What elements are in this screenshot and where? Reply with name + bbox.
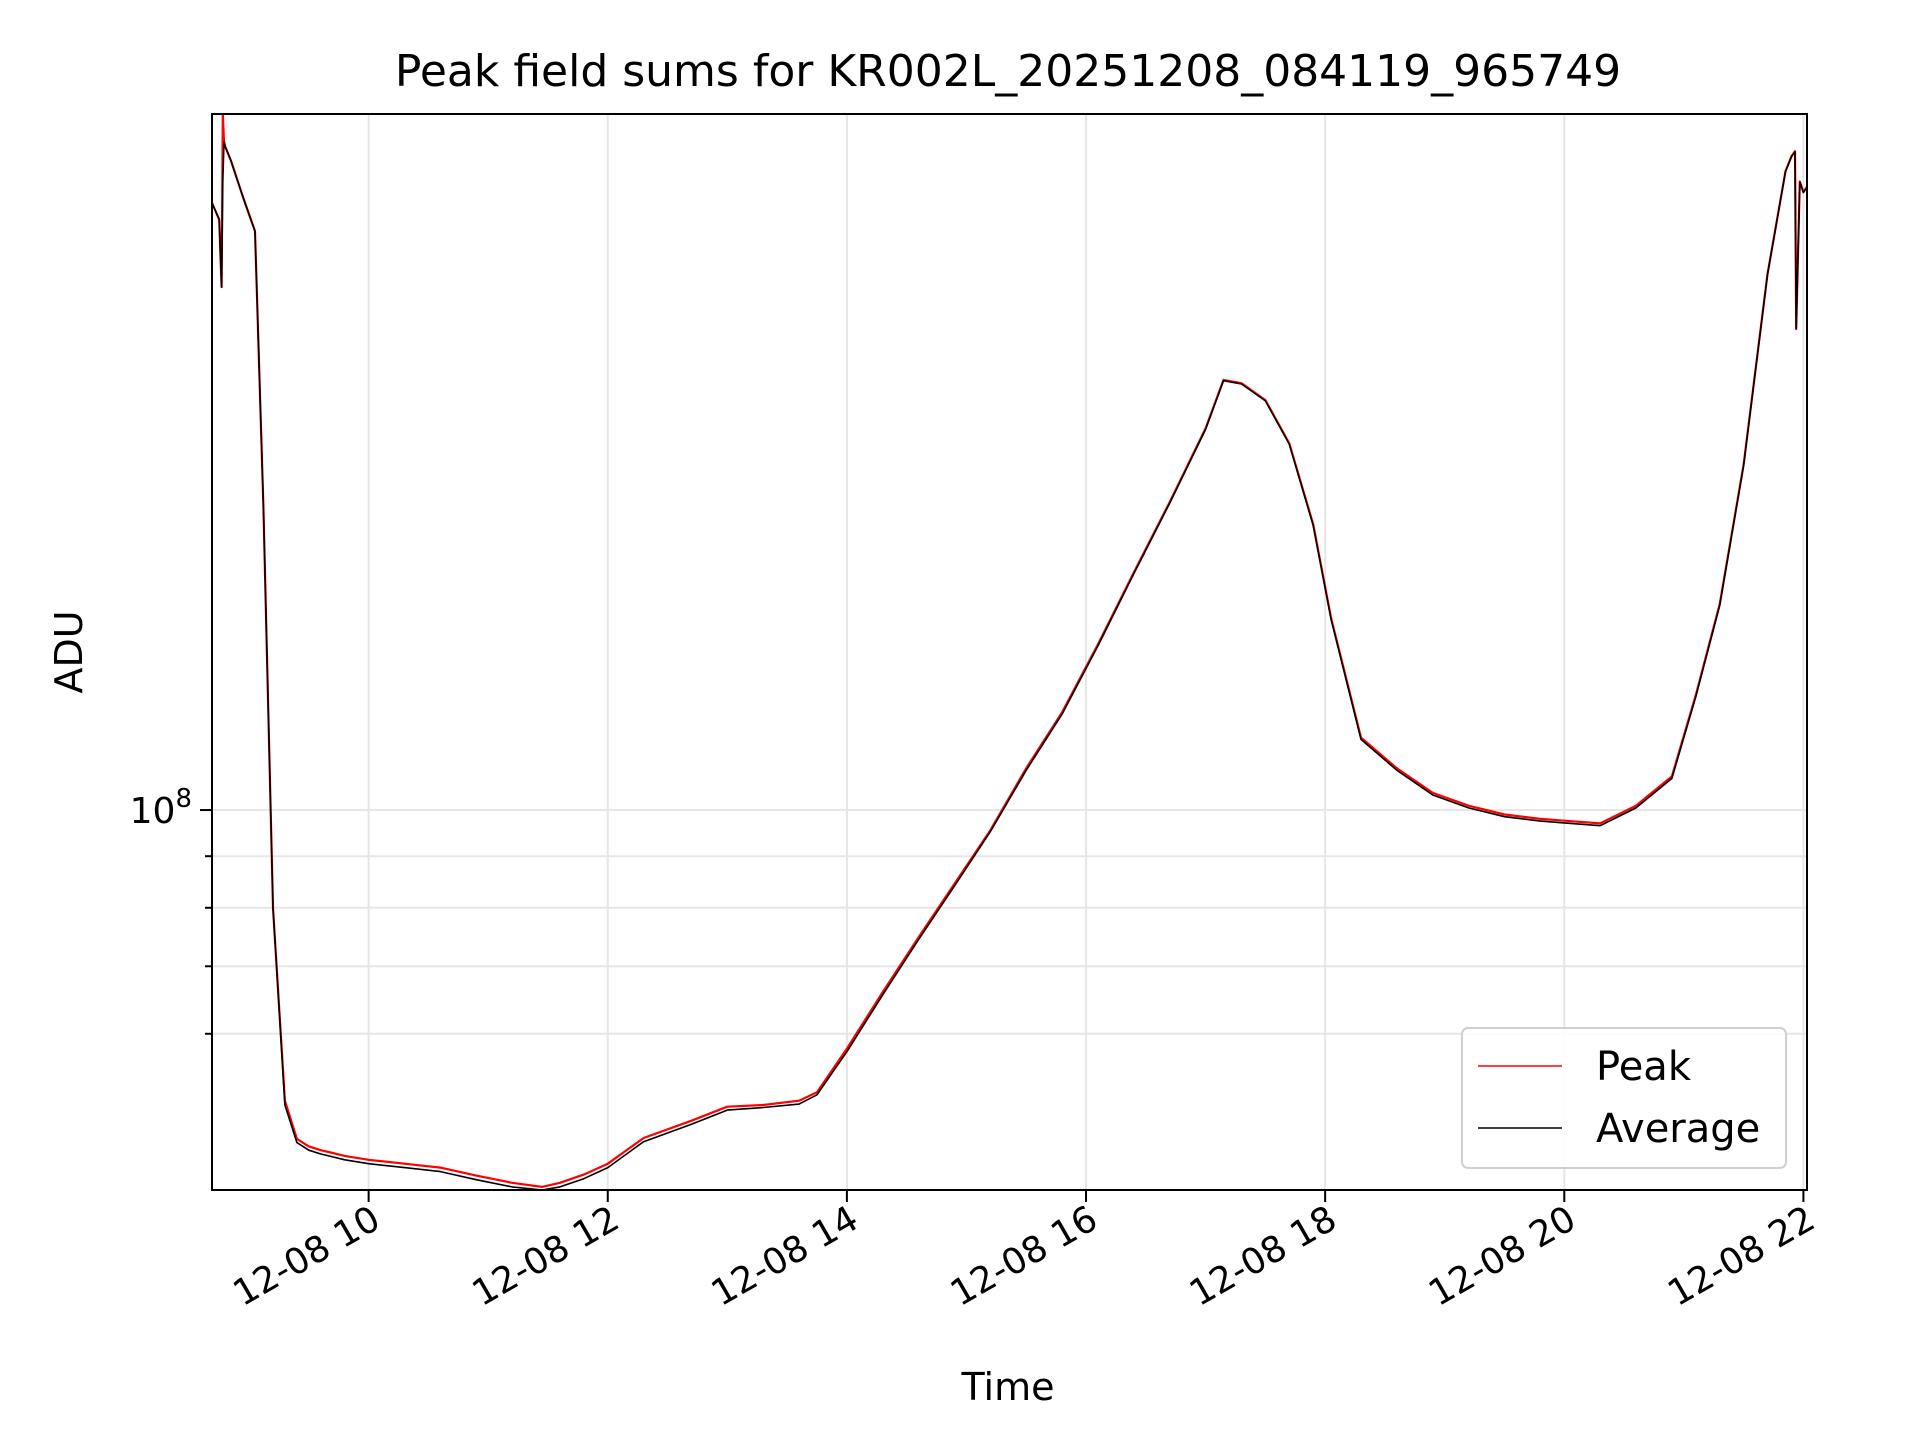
chart-title: Peak field sums for KR002L_20251208_0841… [395, 46, 1621, 97]
plot-frame [211, 113, 1808, 1191]
series-layer [212, 114, 1807, 1190]
grid [212, 114, 1807, 1190]
series-line-peak [212, 114, 1807, 1188]
series-line-average [212, 140, 1807, 1190]
y-tick-label: 108 [130, 784, 192, 832]
legend-label-average: Average [1596, 1106, 1760, 1152]
y-axis: 108 [130, 784, 212, 1035]
y-axis-label: ADU [47, 610, 91, 693]
legend-box [1461, 1027, 1787, 1169]
x-axis-label: Time [961, 1365, 1055, 1409]
legend-label-peak: Peak [1596, 1044, 1692, 1090]
legend: Peak Average [1461, 1027, 1787, 1169]
